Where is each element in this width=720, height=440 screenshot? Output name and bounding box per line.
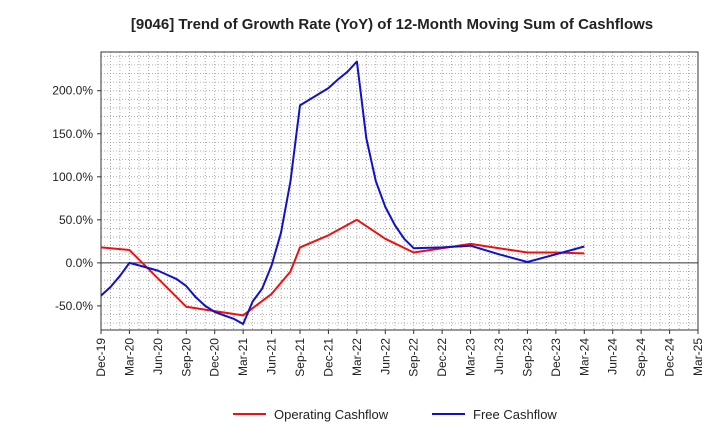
series-lines bbox=[100, 60, 585, 325]
x-tick-label: Mar-22 bbox=[350, 338, 364, 376]
x-tick-label: Jun-21 bbox=[265, 338, 279, 375]
y-tick-label: 100.0% bbox=[52, 170, 93, 184]
grid bbox=[100, 52, 699, 330]
y-tick-label: 150.0% bbox=[52, 127, 93, 141]
chart-title: [9046] Trend of Growth Rate (YoY) of 12-… bbox=[131, 16, 653, 33]
y-tick-label: 50.0% bbox=[59, 213, 93, 227]
x-tick-label: Jun-24 bbox=[606, 338, 620, 375]
axes: -50.0% 0.0% 50.0% 100.0% 150.0% 200.0% Dec-19 M… bbox=[52, 51, 705, 377]
plot-border bbox=[100, 51, 699, 331]
y-tick-label: 0.0% bbox=[66, 256, 94, 270]
x-tick-label: Mar-21 bbox=[236, 338, 250, 376]
series-line-operating-cashflow bbox=[100, 218, 585, 317]
x-tick-label: Jun-23 bbox=[492, 338, 506, 375]
y-tick-label: -50.0% bbox=[55, 299, 93, 313]
x-tick-label: Dec-23 bbox=[549, 338, 563, 377]
x-tick-label: Jun-22 bbox=[378, 338, 392, 375]
x-tick-label: Dec-20 bbox=[208, 338, 222, 377]
x-tick-label: Sep-21 bbox=[293, 338, 307, 377]
legend-label-free-cashflow: Free Cashflow bbox=[473, 407, 557, 422]
legend: Operating Cashflow Free Cashflow bbox=[233, 407, 557, 422]
y-tick-label: 200.0% bbox=[52, 84, 93, 98]
x-tick-label: Dec-22 bbox=[435, 338, 449, 377]
x-tick-label: Dec-19 bbox=[94, 338, 108, 377]
x-tick-label: Dec-21 bbox=[321, 338, 335, 377]
x-tick-label: Mar-25 bbox=[691, 338, 705, 376]
x-tick-label: Sep-22 bbox=[407, 338, 421, 377]
x-tick-label: Dec-24 bbox=[663, 338, 677, 377]
x-tick-label: Mar-23 bbox=[464, 338, 478, 376]
x-tick-label: Mar-24 bbox=[577, 338, 591, 376]
x-tick-label: Sep-24 bbox=[634, 338, 648, 377]
series-line-free-cashflow bbox=[100, 60, 585, 325]
legend-label-operating-cashflow: Operating Cashflow bbox=[274, 407, 389, 422]
x-tick-label: Mar-20 bbox=[122, 338, 136, 376]
x-tick-label: Sep-23 bbox=[520, 338, 534, 377]
x-tick-label: Sep-20 bbox=[179, 338, 193, 377]
x-tick-label: Jun-20 bbox=[151, 338, 165, 375]
